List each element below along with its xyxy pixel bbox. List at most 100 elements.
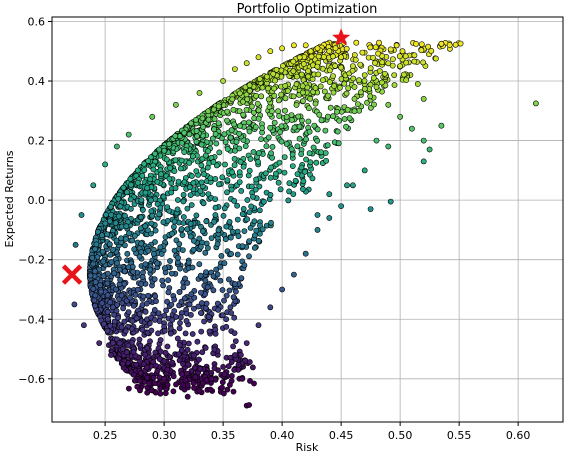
scatter-point xyxy=(158,171,164,178)
scatter-point xyxy=(224,117,230,124)
scatter-point xyxy=(197,365,204,372)
scatter-point xyxy=(180,360,186,367)
scatter-point xyxy=(121,268,128,275)
scatter-point xyxy=(236,130,243,137)
scatter-point xyxy=(292,177,299,184)
scatter-point xyxy=(192,117,199,123)
scatter-point xyxy=(175,254,181,261)
scatter-point xyxy=(294,73,300,80)
scatter-point xyxy=(408,125,415,132)
scatter-point xyxy=(208,235,215,241)
scatter-point xyxy=(200,124,206,130)
scatter-point xyxy=(186,301,193,308)
scatter-point xyxy=(293,102,300,108)
scatter-point xyxy=(198,162,205,169)
scatter-point xyxy=(152,239,158,245)
scatter-point xyxy=(176,289,183,295)
scatter-point xyxy=(345,85,352,92)
scatter-point xyxy=(277,186,284,193)
x-tick-label: 0.30 xyxy=(152,429,177,442)
scatter-point xyxy=(351,108,358,115)
scatter-point xyxy=(144,185,150,191)
scatter-point xyxy=(222,139,229,145)
scatter-point xyxy=(281,154,288,160)
y-axis-ticks: −0.6 −0.4 −0.2 0.0 0.2 0.4 0.6 xyxy=(18,15,52,386)
scatter-point xyxy=(122,242,128,249)
scatter-point xyxy=(169,359,176,366)
scatter-point xyxy=(188,202,195,208)
scatter-point xyxy=(219,312,226,319)
scatter-point xyxy=(147,338,153,345)
scatter-point xyxy=(251,380,257,387)
chart-title: Portfolio Optimization xyxy=(237,2,378,17)
scatter-point xyxy=(228,250,234,257)
scatter-point xyxy=(227,134,234,141)
scatter-point xyxy=(251,244,258,251)
scatter-point xyxy=(256,183,263,190)
scatter-point xyxy=(98,288,104,295)
scatter-point xyxy=(414,81,421,87)
scatter-point xyxy=(226,218,233,225)
scatter-point xyxy=(167,165,173,171)
scatter-point xyxy=(102,161,108,168)
scatter-point xyxy=(138,281,144,287)
scatter-point xyxy=(209,135,216,142)
scatter-point xyxy=(313,159,320,166)
scatter-point xyxy=(271,85,278,92)
scatter-point xyxy=(400,71,407,78)
scatter-point xyxy=(243,106,250,113)
scatter-point xyxy=(294,143,301,150)
scatter-point xyxy=(315,71,322,78)
scatter-point xyxy=(147,266,153,273)
scatter-point xyxy=(220,390,227,397)
scatter-point xyxy=(153,298,159,305)
scatter-point xyxy=(286,180,293,187)
scatter-point xyxy=(248,203,255,210)
scatter-point xyxy=(183,317,190,324)
scatter-point xyxy=(139,207,146,213)
scatter-point xyxy=(265,96,272,103)
scatter-point xyxy=(204,284,211,291)
scatter-point xyxy=(199,115,206,122)
scatter-point xyxy=(278,123,285,130)
scatter-point xyxy=(228,186,235,193)
scatter-point xyxy=(239,243,246,250)
scatter-point xyxy=(214,271,221,278)
scatter-point xyxy=(242,143,249,149)
scatter-point xyxy=(112,220,119,226)
scatter-point xyxy=(299,186,306,192)
scatter-point xyxy=(95,228,101,235)
scatter-point xyxy=(341,116,348,122)
scatter-point xyxy=(99,300,105,306)
scatter-point xyxy=(231,281,238,287)
scatter-point xyxy=(231,162,238,169)
scatter-point xyxy=(137,342,144,349)
y-tick-label: −0.6 xyxy=(18,373,45,386)
scatter-point xyxy=(202,249,209,256)
scatter-point xyxy=(118,292,125,299)
scatter-point xyxy=(246,209,253,215)
scatter-point xyxy=(138,197,145,203)
scatter-point xyxy=(296,123,303,130)
scatter-point xyxy=(184,205,191,212)
scatter-point xyxy=(267,124,274,131)
scatter-point xyxy=(413,41,419,47)
scatter-points xyxy=(69,39,539,409)
scatter-point xyxy=(411,52,418,59)
scatter-point xyxy=(220,363,226,370)
scatter-point xyxy=(140,293,147,300)
scatter-point xyxy=(137,214,144,221)
scatter-point xyxy=(224,189,230,196)
scatter-point xyxy=(124,189,130,196)
scatter-point xyxy=(267,304,274,311)
scatter-point xyxy=(188,120,194,127)
scatter-point xyxy=(219,287,226,293)
scatter-point xyxy=(225,276,232,283)
scatter-point xyxy=(367,44,374,51)
scatter-point xyxy=(184,280,191,286)
scatter-point xyxy=(199,349,206,356)
scatter-point xyxy=(418,41,425,48)
scatter-point xyxy=(193,212,200,219)
scatter-point xyxy=(260,198,267,205)
scatter-point xyxy=(418,47,425,54)
